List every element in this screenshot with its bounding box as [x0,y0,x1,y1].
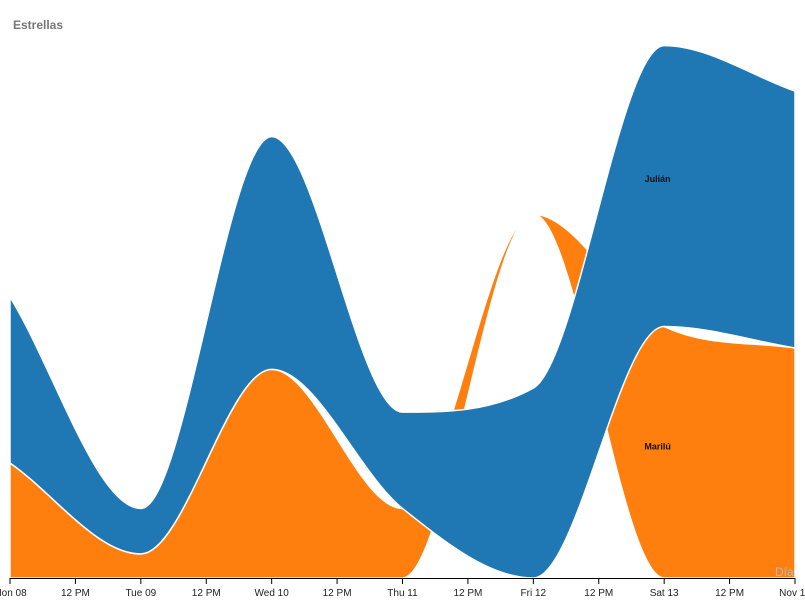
x-tick-label: 12 PM [192,588,221,599]
x-tick-label: Sat 13 [650,588,679,599]
x-tick-label: 12 PM [584,588,613,599]
y-axis-title: Estrellas [13,18,63,32]
x-tick-label: 12 PM [715,588,744,599]
series-label: Marilú [644,442,671,452]
area-layers [9,44,796,579]
x-tick-label: Thu 11 [387,588,418,599]
x-tick-label: Wed 10 [255,588,290,599]
x-axis-ticks: Mon 08 12 PM Tue 09 12 PM Wed 10 12 PM Thu 11 1… [0,578,805,599]
x-tick-label: 12 PM [453,588,482,599]
x-tick-label: Fri 12 [521,588,547,599]
x-tick-label: 12 PM [323,588,352,599]
x-axis-title: Día [775,565,794,579]
x-tick-label: Nov 14 [779,588,805,599]
x-tick-label: Mon 08 [0,588,27,599]
series-area-julian [9,44,796,579]
series-labels: Marilú Julián [644,174,671,452]
x-tick-label: Tue 09 [125,588,156,599]
series-label: Julián [645,174,671,184]
x-tick-label: 12 PM [61,588,90,599]
